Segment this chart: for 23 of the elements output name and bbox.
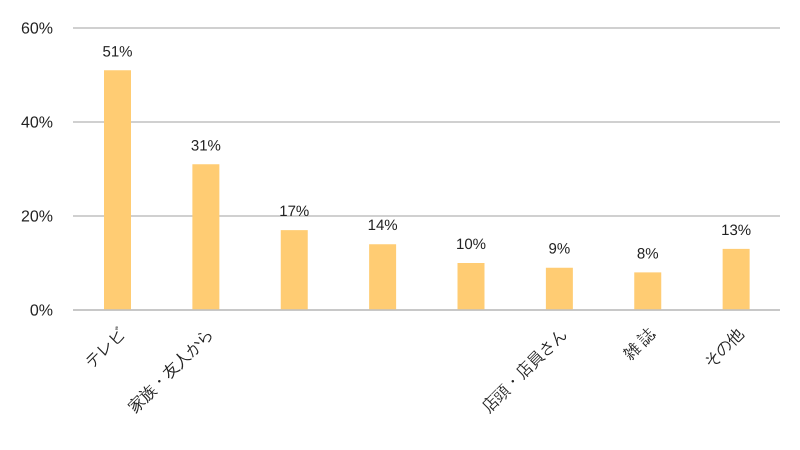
bar [634, 272, 662, 310]
bar [369, 244, 396, 310]
bar [546, 268, 573, 310]
data-label: 8% [636, 245, 659, 262]
data-label: 51% [102, 43, 133, 60]
bar [458, 263, 484, 310]
bar [722, 248, 750, 310]
data-label: 13% [721, 222, 752, 239]
data-label: 17% [279, 203, 310, 220]
data-label: 31% [190, 137, 221, 154]
x-tick-label: その他 [701, 325, 748, 372]
bar [280, 230, 308, 310]
data-label: 10% [456, 236, 486, 253]
x-tick-label: 店頭・店員さん [478, 324, 570, 417]
bar [192, 164, 220, 310]
x-tick-label: 雑 誌 [620, 324, 659, 364]
y-tick-label: 40% [20, 114, 53, 132]
y-tick-label: 0% [30, 302, 53, 320]
y-tick-label: 20% [20, 208, 53, 226]
bar [104, 70, 131, 310]
data-label: 14% [368, 217, 398, 234]
y-tick-label: 60% [20, 20, 53, 38]
data-label: 9% [548, 240, 570, 258]
